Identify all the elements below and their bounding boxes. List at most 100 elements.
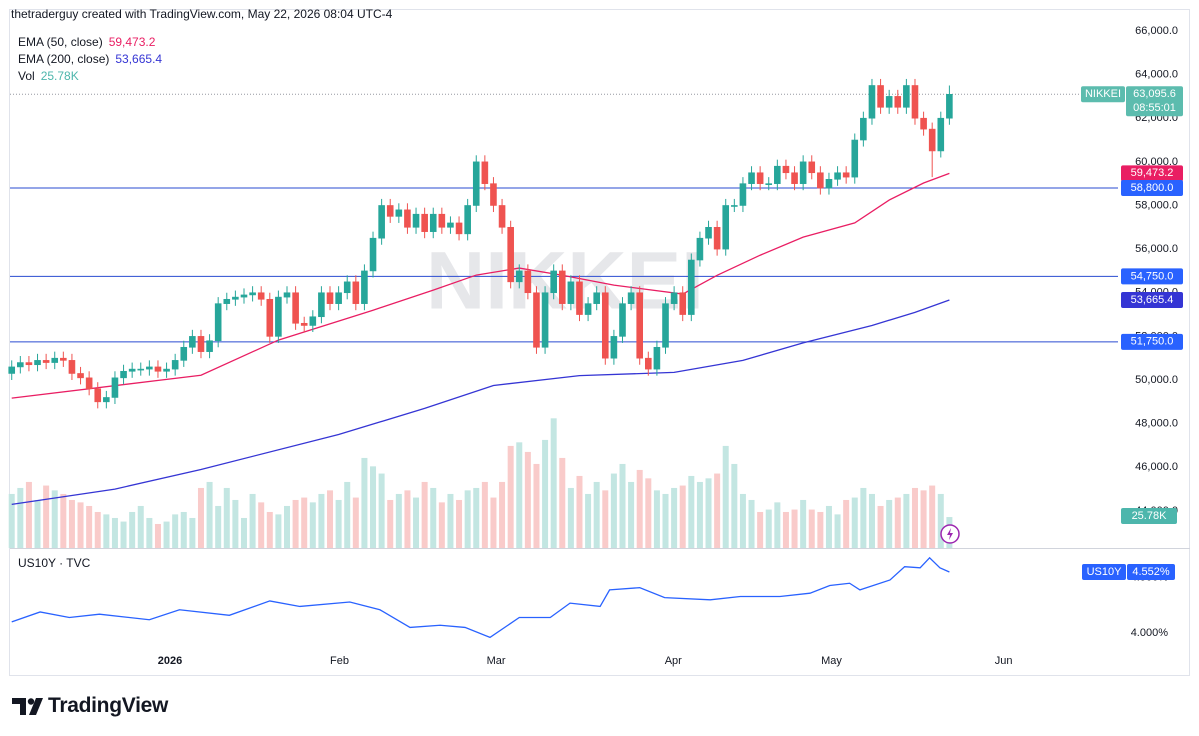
candle-body bbox=[77, 373, 84, 379]
candle-body bbox=[283, 292, 291, 298]
volume-bar bbox=[473, 487, 480, 548]
legend-name: EMA (50, close) bbox=[18, 35, 103, 49]
candle-body bbox=[799, 161, 807, 184]
volume-bar bbox=[43, 485, 50, 548]
volume-bar bbox=[679, 485, 686, 548]
volume-bar bbox=[327, 490, 334, 548]
volume-bar bbox=[215, 505, 222, 548]
candle-body bbox=[894, 96, 902, 108]
level-badge: 58,800.0 bbox=[1131, 182, 1174, 194]
volume-bar bbox=[464, 490, 471, 548]
volume-bar bbox=[524, 451, 531, 548]
volume-bar bbox=[671, 487, 678, 548]
candle-body bbox=[731, 205, 738, 207]
volume-bar bbox=[284, 505, 290, 548]
volume-bar bbox=[180, 511, 187, 548]
candle-body bbox=[369, 237, 377, 272]
volume-bar bbox=[714, 473, 721, 548]
volume-bar bbox=[335, 499, 342, 548]
volume-bar bbox=[8, 493, 15, 548]
volume-bar bbox=[197, 487, 204, 548]
candle-body bbox=[705, 226, 712, 239]
volume-bar bbox=[929, 485, 936, 548]
candle-body bbox=[361, 270, 368, 304]
candle-body bbox=[85, 377, 93, 390]
yield-line bbox=[11, 556, 950, 639]
candle-body bbox=[722, 205, 730, 250]
volume-bar bbox=[739, 493, 746, 548]
candle-body bbox=[292, 292, 299, 324]
candle-body bbox=[739, 183, 747, 206]
candle-body bbox=[137, 368, 145, 371]
level-badge-bg bbox=[1121, 180, 1183, 197]
candle-body bbox=[17, 362, 24, 368]
volume-bar bbox=[791, 509, 798, 548]
candle-body bbox=[903, 85, 910, 108]
chart-frame bbox=[9, 9, 1190, 676]
candle-body bbox=[593, 292, 600, 304]
volume-bar bbox=[301, 497, 308, 548]
legend-volume: Vol 25.78K bbox=[18, 69, 79, 83]
candle-body bbox=[515, 270, 523, 283]
candle-body bbox=[180, 346, 188, 361]
symbol-badge-bg bbox=[1081, 86, 1125, 103]
candle-body bbox=[937, 117, 945, 152]
candle-body bbox=[60, 357, 67, 361]
candle-body bbox=[120, 370, 127, 379]
volume-bar bbox=[111, 517, 118, 548]
candle-body bbox=[412, 213, 420, 228]
volume-bar bbox=[602, 490, 609, 548]
candle-body bbox=[748, 172, 755, 184]
symbol-badge: NIKKEI bbox=[1085, 88, 1121, 100]
candle-body bbox=[550, 270, 557, 294]
y-tick-label: 4.000% bbox=[1131, 627, 1169, 639]
volume-bar bbox=[86, 505, 93, 548]
candle-body bbox=[223, 298, 231, 304]
ema-badge-bg bbox=[1121, 165, 1183, 182]
candle-body bbox=[524, 270, 532, 294]
candle-body bbox=[498, 205, 506, 228]
candle-body bbox=[627, 292, 635, 304]
y-tick-label: 56,000.0 bbox=[1135, 243, 1178, 255]
candle-body bbox=[395, 209, 403, 217]
volume-bar bbox=[653, 490, 660, 548]
volume-bar bbox=[68, 499, 75, 548]
candle-body bbox=[653, 346, 661, 370]
candle-body bbox=[670, 292, 678, 304]
candle-body bbox=[713, 226, 721, 250]
volume-bar bbox=[60, 493, 67, 548]
volume-bar bbox=[886, 499, 893, 548]
volume-bar bbox=[696, 481, 703, 548]
legend-value: 25.78K bbox=[40, 69, 79, 83]
volume-bar bbox=[77, 502, 84, 548]
volume-bar bbox=[808, 509, 815, 548]
candle-body bbox=[249, 292, 256, 296]
candle-body bbox=[386, 205, 394, 217]
candle-body bbox=[808, 161, 816, 174]
candle-body bbox=[946, 94, 953, 119]
volume-bar bbox=[154, 523, 161, 548]
ema-line bbox=[11, 172, 950, 399]
volume-bar bbox=[860, 487, 867, 548]
volume-bar bbox=[593, 481, 600, 548]
candle-body bbox=[584, 303, 592, 315]
volume-bar bbox=[490, 497, 497, 548]
volume-bar bbox=[576, 475, 583, 548]
candle-body bbox=[128, 368, 136, 372]
candle-body bbox=[42, 360, 50, 363]
y-tick-label: 64,000.0 bbox=[1135, 68, 1178, 80]
x-tick-label: Feb bbox=[330, 655, 349, 667]
volume-bar bbox=[309, 502, 316, 548]
candle-body bbox=[481, 161, 489, 184]
volume-bar bbox=[825, 505, 832, 548]
volume-bar bbox=[628, 481, 635, 548]
candle-body bbox=[490, 183, 497, 206]
candle-body bbox=[868, 85, 876, 119]
volume-bar bbox=[559, 457, 566, 548]
candle-body bbox=[154, 366, 162, 372]
volume-bar bbox=[920, 490, 927, 548]
candle-body bbox=[696, 237, 704, 261]
volume-bar bbox=[34, 499, 41, 548]
volume-bar bbox=[731, 463, 738, 548]
